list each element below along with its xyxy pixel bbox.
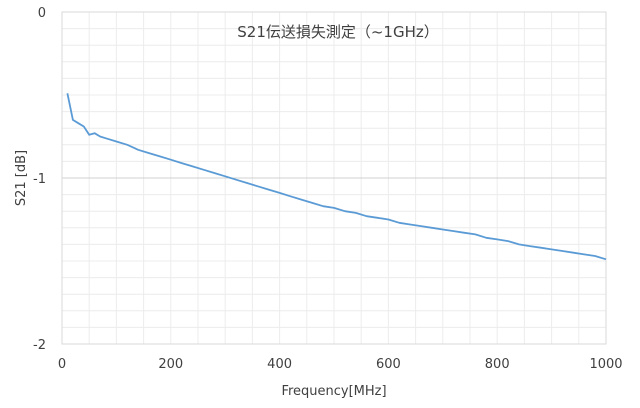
x-tick-label: 400 [267, 357, 292, 372]
horizontal-gridlines [62, 28, 606, 328]
x-tick-label: 200 [158, 357, 183, 372]
x-tick-label: 600 [376, 357, 401, 372]
x-tick-label: 0 [58, 357, 66, 372]
x-tick-label: 800 [485, 357, 510, 372]
y-tick-label: -2 [33, 338, 46, 353]
plot-area-border [61, 11, 607, 345]
chart-title: S21伝送損失測定（~1GHz） [237, 23, 439, 41]
x-axis-tick-labels: 0 200 400 600 800 1000 [58, 357, 623, 372]
y-tick-label: 0 [38, 6, 46, 21]
s21-series-line [66, 93, 607, 261]
y-axis-tick-labels: 0 -1 -2 [33, 6, 46, 353]
x-axis-title: Frequency[MHz] [281, 384, 386, 399]
y-axis-title: S21 [dB] [14, 150, 29, 206]
y-tick-label: -1 [33, 172, 46, 187]
x-tick-label: 1000 [589, 357, 622, 372]
